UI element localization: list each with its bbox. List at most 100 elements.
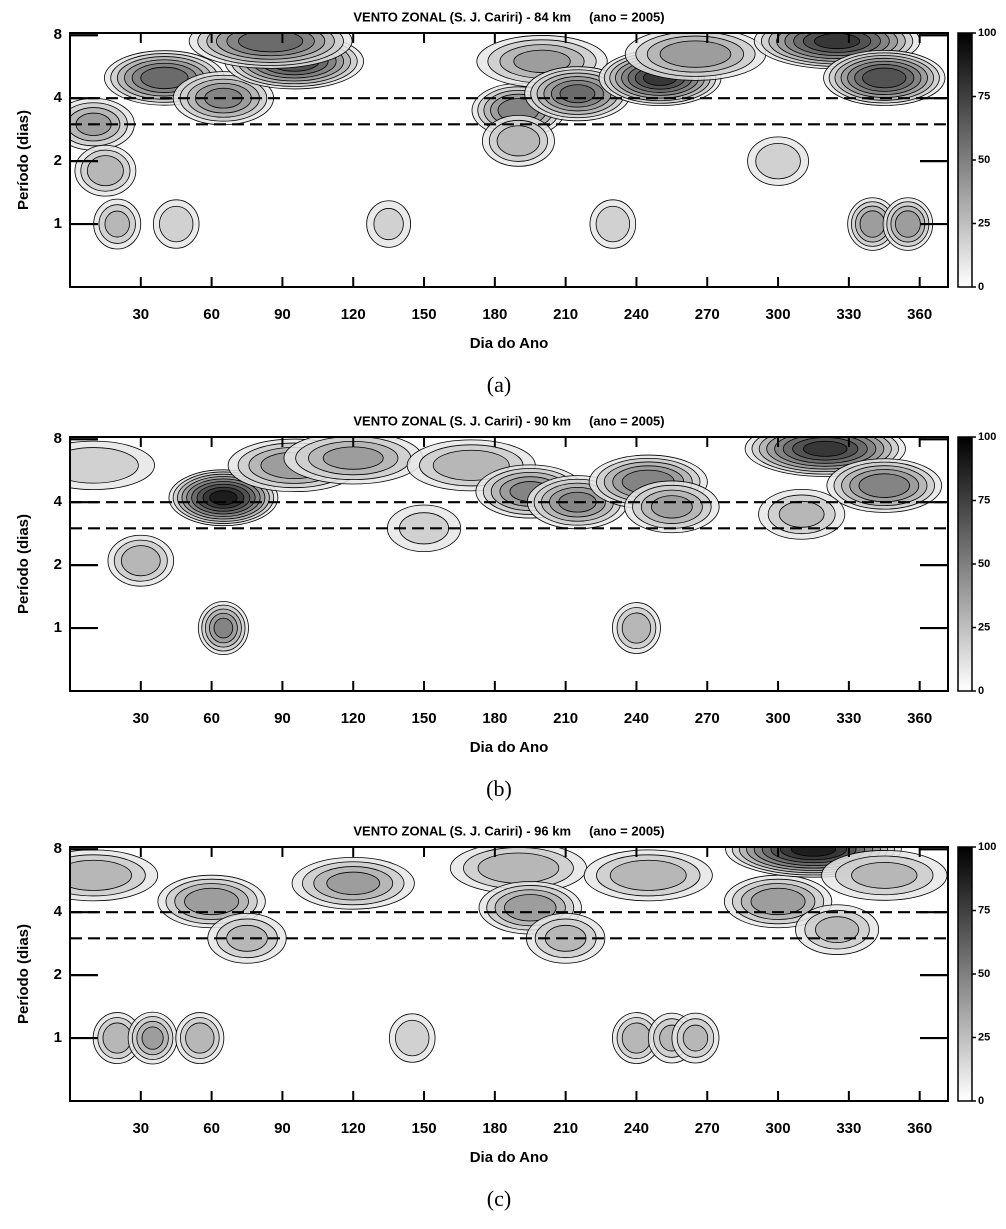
contour-level xyxy=(659,40,732,68)
y-tick-label: 2 xyxy=(54,966,62,983)
chart-title: VENTO ZONAL (S. J. Cariri) - 84 km (ano … xyxy=(353,9,664,24)
colorbar-tick-label: 50 xyxy=(978,968,990,980)
x-axis-label: Dia do Ano xyxy=(470,739,549,756)
x-tick-label: 270 xyxy=(695,306,720,323)
x-tick-label: 30 xyxy=(132,306,149,323)
x-tick-label: 270 xyxy=(695,1120,720,1137)
x-tick-label: 150 xyxy=(412,710,437,727)
contour-level xyxy=(609,859,687,891)
x-tick-label: 360 xyxy=(907,710,932,727)
colorbar-tick-label: 100 xyxy=(978,27,996,39)
x-tick-label: 60 xyxy=(203,1120,220,1137)
x-tick-label: 210 xyxy=(553,710,578,727)
contour-level xyxy=(322,446,384,470)
x-tick-label: 180 xyxy=(482,306,507,323)
contour-level xyxy=(213,617,234,639)
contour-level xyxy=(778,500,825,528)
colorbar-tick-label: 75 xyxy=(978,90,990,102)
contour-level xyxy=(750,887,806,916)
contour-level xyxy=(140,66,189,90)
y-tick-label: 8 xyxy=(54,840,62,857)
x-tick-label: 210 xyxy=(553,306,578,323)
x-tick-label: 210 xyxy=(553,1120,578,1137)
chart-title: VENTO ZONAL (S. J. Cariri) - 90 km (ano … xyxy=(353,413,664,428)
contour-level xyxy=(859,210,886,238)
x-tick-label: 240 xyxy=(624,1120,649,1137)
x-tick-label: 150 xyxy=(412,1120,437,1137)
contour-level xyxy=(496,125,541,157)
colorbar-tick-label: 50 xyxy=(978,558,990,570)
x-axis-label: Dia do Ano xyxy=(470,335,549,352)
contour-level xyxy=(790,847,837,857)
y-tick-label: 1 xyxy=(54,1029,62,1046)
colorbar xyxy=(957,846,973,1102)
contour-level xyxy=(120,545,161,577)
x-tick-label: 90 xyxy=(274,710,291,727)
panel: VENTO ZONAL (S. J. Cariri) - 90 km (ano … xyxy=(15,413,996,801)
colorbar-tick-label: 75 xyxy=(978,904,990,916)
x-tick-label: 30 xyxy=(132,710,149,727)
colorbar xyxy=(957,436,973,692)
contour-level xyxy=(814,33,861,50)
contour-level xyxy=(504,894,557,922)
colorbar-tick-label: 50 xyxy=(978,154,990,166)
caption: (b) xyxy=(486,776,512,801)
y-tick-label: 1 xyxy=(54,215,62,232)
contours xyxy=(70,33,946,251)
x-tick-label: 60 xyxy=(203,710,220,727)
contour-level xyxy=(226,924,268,952)
contour-level xyxy=(104,210,130,238)
y-tick-label: 8 xyxy=(54,26,62,43)
contour-level xyxy=(184,887,240,916)
contours xyxy=(70,847,948,1065)
y-tick-label: 2 xyxy=(54,556,62,573)
colorbar-tick-label: 25 xyxy=(978,217,990,229)
contour-level xyxy=(238,33,304,53)
contour-level xyxy=(851,861,918,889)
contour-level xyxy=(102,1022,132,1054)
contour-level xyxy=(802,440,848,457)
contour-level xyxy=(755,142,801,180)
y-tick-label: 4 xyxy=(54,493,63,510)
caption: (a) xyxy=(487,372,511,397)
colorbar xyxy=(957,32,973,288)
x-tick-label: 360 xyxy=(907,1120,932,1137)
x-tick-label: 150 xyxy=(412,306,437,323)
contour-level xyxy=(70,859,133,891)
x-tick-label: 120 xyxy=(341,710,366,727)
x-tick-label: 90 xyxy=(274,1120,291,1137)
x-tick-label: 300 xyxy=(766,710,791,727)
contour-level xyxy=(559,84,596,104)
colorbar-tick-label: 100 xyxy=(978,431,996,443)
plot-frame xyxy=(69,32,949,288)
x-tick-label: 180 xyxy=(482,710,507,727)
x-tick-label: 120 xyxy=(341,306,366,323)
contour-level xyxy=(86,155,124,187)
colorbar-tick-label: 75 xyxy=(978,494,990,506)
x-tick-label: 330 xyxy=(836,710,861,727)
colorbar-tick-label: 100 xyxy=(978,841,996,853)
contour-level xyxy=(373,208,404,241)
caption: (c) xyxy=(487,1186,511,1211)
contour-level xyxy=(650,495,693,519)
colorbar-tick-label: 0 xyxy=(978,281,984,293)
contour-level xyxy=(894,210,921,238)
contour-level xyxy=(862,67,907,89)
y-tick-label: 4 xyxy=(54,89,63,106)
x-tick-label: 180 xyxy=(482,1120,507,1137)
contour-level xyxy=(141,1026,164,1050)
contour-level xyxy=(326,871,381,895)
x-tick-label: 330 xyxy=(836,306,861,323)
x-tick-label: 360 xyxy=(907,306,932,323)
contour-level xyxy=(477,852,560,884)
colorbar-tick-label: 0 xyxy=(978,1095,984,1107)
contour-level xyxy=(682,1024,709,1052)
y-tick-label: 1 xyxy=(54,619,62,636)
contours xyxy=(70,437,943,656)
panel: VENTO ZONAL (S. J. Cariri) - 96 km (ano … xyxy=(15,823,996,1211)
contour-level xyxy=(395,1019,430,1057)
x-tick-label: 60 xyxy=(203,306,220,323)
y-tick-label: 2 xyxy=(54,152,62,169)
colorbar-tick-label: 25 xyxy=(978,1031,990,1043)
